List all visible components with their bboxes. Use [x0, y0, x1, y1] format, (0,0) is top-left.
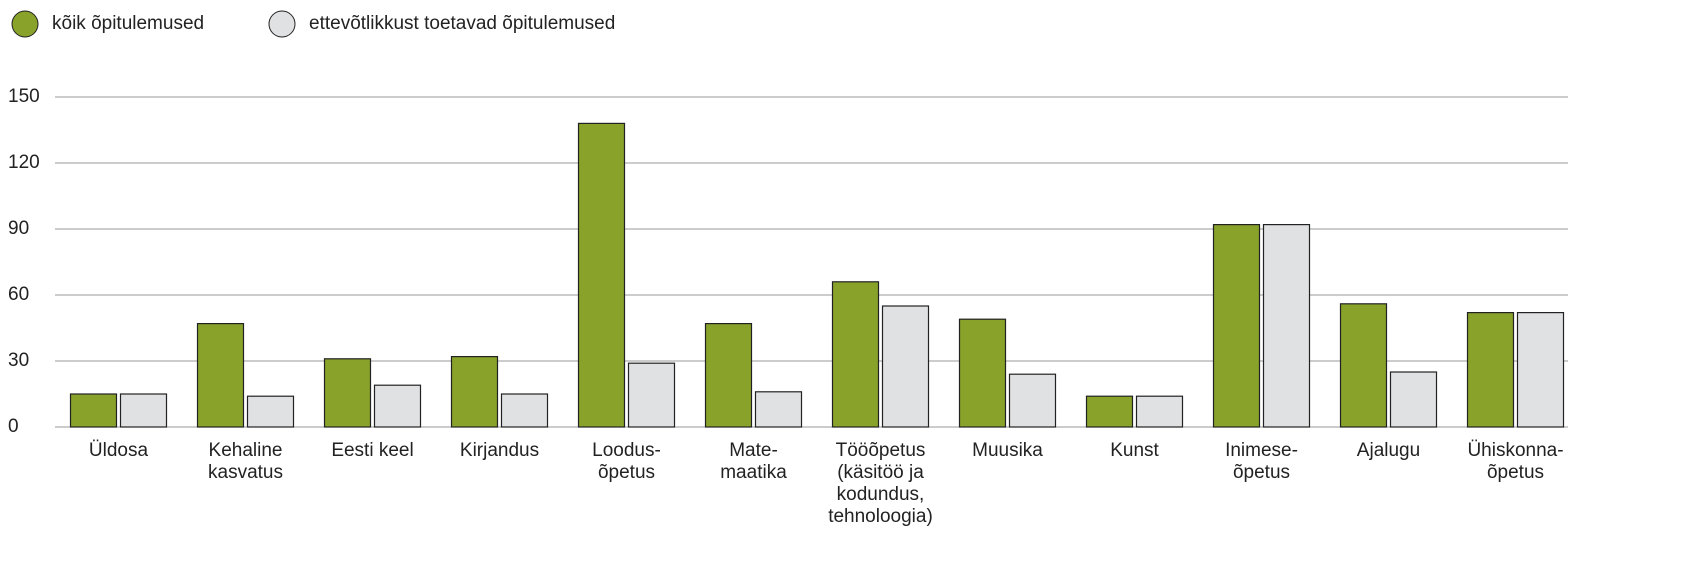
legend-label: ettevõtlikkust toetavad õpitulemused	[309, 13, 615, 34]
x-tick-label: Üldosa	[88, 440, 149, 461]
bar	[500, 393, 549, 428]
y-tick-label: 0	[8, 416, 19, 437]
x-tick-label: Muusika	[972, 440, 1043, 461]
y-tick-label: 150	[8, 86, 40, 107]
bar	[831, 281, 880, 428]
bar	[1135, 395, 1184, 428]
y-tick-label: 60	[8, 284, 29, 305]
x-tick-label: Inimese- õpetus	[1225, 440, 1298, 483]
bar	[1085, 395, 1134, 428]
bar	[1466, 312, 1515, 428]
y-tick-label: 30	[8, 350, 29, 371]
legend-swatch	[268, 10, 296, 38]
bar	[119, 393, 168, 428]
x-tick-label: Kunst	[1110, 440, 1159, 461]
legend-swatch	[11, 10, 39, 38]
bar	[246, 395, 295, 428]
x-tick-label: Tööõpetus (käsitöö ja kodundus, tehnoloo…	[828, 440, 933, 527]
x-tick-label: Mate- maatika	[720, 440, 787, 483]
bar	[1262, 224, 1311, 428]
x-tick-label: Kirjandus	[459, 440, 540, 461]
bar	[1339, 303, 1388, 428]
x-tick-label: Kehaline kasvatus	[208, 440, 283, 483]
x-tick-label: Ühiskonna- õpetus	[1467, 440, 1564, 483]
bar	[450, 356, 499, 428]
bar	[704, 323, 753, 428]
legend-label: kõik õpitulemused	[52, 13, 204, 34]
y-tick-label: 120	[8, 152, 40, 173]
bar	[881, 305, 930, 428]
bar	[958, 318, 1007, 428]
bar	[196, 323, 245, 428]
bar	[1212, 224, 1261, 428]
bar	[1516, 312, 1565, 428]
bar	[577, 122, 626, 428]
bar	[323, 358, 372, 428]
bar	[373, 384, 422, 428]
x-tick-label: Eesti keel	[331, 440, 414, 461]
bar	[1389, 371, 1438, 428]
x-tick-label: Loodus- õpetus	[592, 440, 661, 483]
bar	[754, 391, 803, 428]
x-tick-label: Ajalugu	[1356, 440, 1421, 461]
bar	[69, 393, 118, 428]
y-tick-label: 90	[8, 218, 29, 239]
bar	[1008, 373, 1057, 428]
bar	[627, 362, 676, 428]
